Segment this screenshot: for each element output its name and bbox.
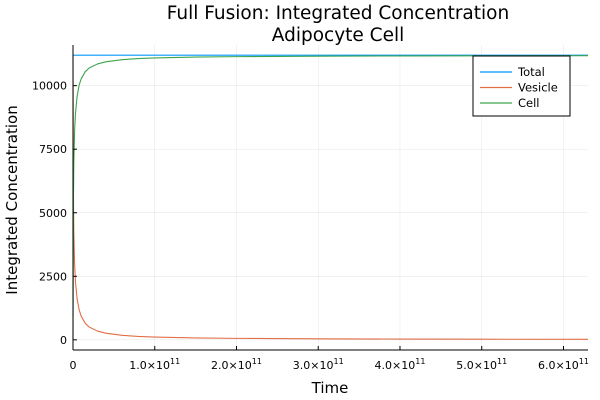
x-tick-label-5: 5.0×1011 [456,357,507,372]
series-lines [72,54,589,340]
legend-box [472,55,571,117]
y-tick-label-4: 10000 [32,80,67,93]
x-tick-exponent-1: 11 [170,357,180,366]
x-tick-label-3: 3.0×1011 [293,357,344,372]
x-axis-label: Time [311,379,349,397]
x-tick-label-6: 6.0×1011 [538,357,589,372]
x-tick-exponent-4: 11 [415,357,425,366]
legend-label-vesicle: Vesicle [518,81,558,95]
x-tick-exponent-3: 11 [334,357,344,366]
series-line-cell [72,55,589,340]
tick-labels: 0 1.0×1011 2.0×1011 3.0×1011 4.0×1011 5.0×101… [32,80,589,372]
y-tick-label-0: 0 [60,334,67,347]
x-tick-exponent-5: 11 [497,357,507,366]
chart-title-line-2: Adipocyte Cell [272,25,405,46]
legend-label-total: Total [517,65,545,79]
series-line-vesicle [72,55,589,340]
x-tick-label-1: 1.0×1011 [129,357,180,372]
axes [72,45,588,351]
chart-title-line-1: Full Fusion: Integrated Concentration [167,3,509,24]
y-tick-label-3: 7500 [39,143,67,156]
y-tick-label-1: 2500 [39,270,67,283]
y-axis-label: Integrated Concentration [3,105,21,294]
legend-label-cell: Cell [518,96,540,110]
x-tick-label-2: 2.0×1011 [211,357,262,372]
x-tick-exponent-6: 11 [579,357,589,366]
x-tick-label-4: 4.0×1011 [375,357,426,372]
x-tick-label-0: 0 [70,359,77,372]
x-tick-exponent-2: 11 [252,357,262,366]
y-tick-label-2: 5000 [39,207,67,220]
